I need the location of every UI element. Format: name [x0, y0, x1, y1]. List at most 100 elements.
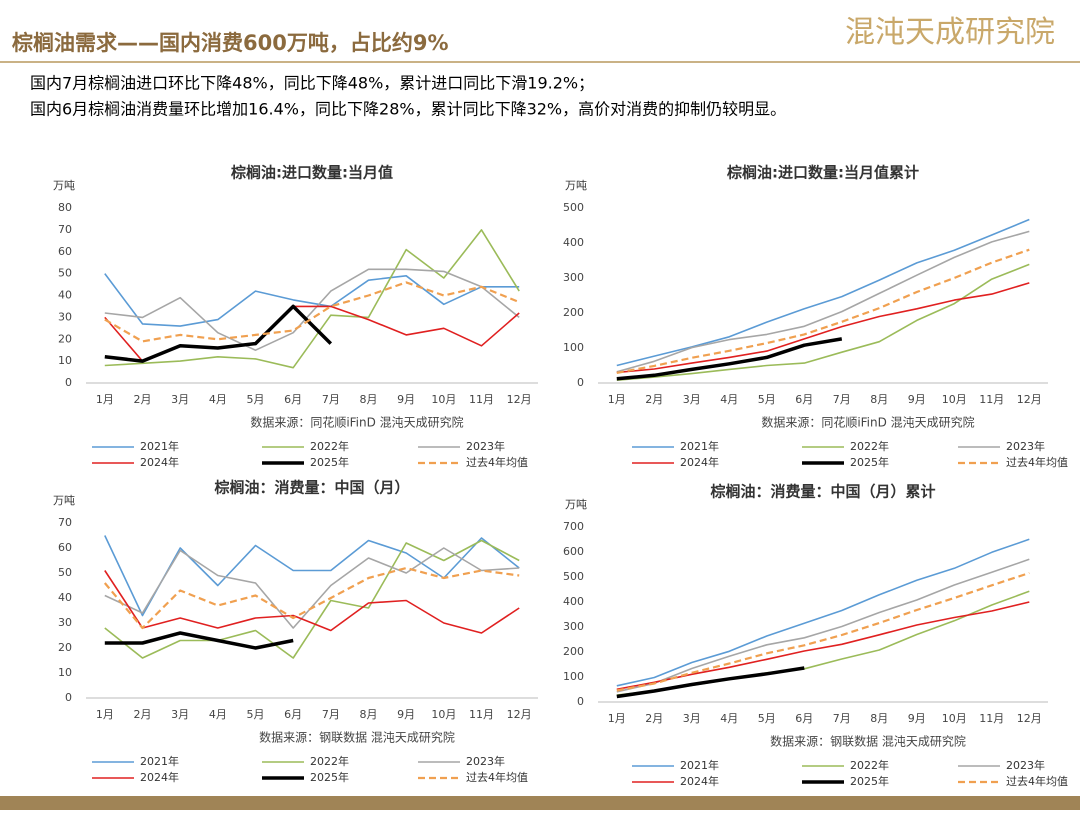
chart-title: 棕榈油:进口数量:当月值 — [231, 164, 393, 182]
legend-label: 2025年 — [310, 770, 349, 784]
bullet: 国内6月棕榈油消费量环比增加16.4%，同比下降28%，累计同比下降32%，高价… — [30, 100, 786, 119]
y-tick-label: 500 — [563, 570, 584, 583]
legend-label: 2021年 — [680, 758, 719, 772]
x-tick-label: 6月 — [795, 712, 813, 725]
x-tick-label: 4月 — [209, 393, 227, 406]
x-tick-label: 12月 — [507, 393, 532, 406]
x-tick-label: 8月 — [870, 712, 888, 725]
y-tick-label: 60 — [58, 245, 72, 258]
legend-label: 2024年 — [140, 770, 179, 784]
series-line — [616, 263, 1030, 381]
x-tick-label: 1月 — [96, 393, 114, 406]
y-tick-label: 20 — [58, 332, 72, 345]
x-tick-label: 7月 — [833, 712, 851, 725]
x-tick-label: 3月 — [683, 712, 701, 725]
x-tick-label: 9月 — [908, 393, 926, 406]
legend-label: 过去4年均值 — [466, 770, 528, 784]
y-tick-label: 0 — [65, 376, 72, 389]
y-axis-label: 万吨 — [53, 494, 75, 507]
x-tick-label: 8月 — [360, 393, 378, 406]
bullet: 国内7月棕榈油进口环比下降48%，同比下降48%，累计进口同比下滑19.2%； — [30, 74, 594, 93]
x-tick-label: 4月 — [209, 708, 227, 721]
x-tick-label: 1月 — [96, 708, 114, 721]
legend-label: 2022年 — [310, 754, 349, 768]
y-tick-label: 50 — [58, 566, 72, 579]
x-tick-label: 5月 — [758, 393, 776, 406]
series-line — [616, 601, 1030, 691]
chart-title: 棕榈油：消费量：中国（月） — [214, 479, 409, 497]
y-tick-label: 400 — [563, 236, 584, 249]
y-tick-label: 200 — [563, 306, 584, 319]
y-tick-label: 20 — [58, 641, 72, 654]
legend-label: 2025年 — [310, 455, 349, 469]
y-tick-label: 30 — [58, 616, 72, 629]
x-tick-label: 10月 — [431, 393, 456, 406]
y-tick-label: 300 — [563, 271, 584, 284]
x-tick-label: 11月 — [469, 708, 494, 721]
source-note: 数据来源：钢联数据 混沌天成研究院 — [770, 734, 966, 749]
legend-label: 过去4年均值 — [1006, 455, 1068, 469]
x-tick-label: 7月 — [833, 393, 851, 406]
series-line — [104, 304, 333, 363]
chart-title: 棕榈油:进口数量:当月值累计 — [727, 164, 919, 182]
logo: 混沌天成研究院 — [845, 15, 1055, 50]
y-tick-label: 100 — [563, 670, 584, 683]
series-line — [104, 570, 520, 634]
series-line — [104, 229, 520, 369]
x-tick-label: 12月 — [1017, 712, 1042, 725]
y-tick-label: 40 — [58, 289, 72, 302]
y-axis-label: 万吨 — [565, 179, 587, 192]
x-tick-label: 6月 — [795, 393, 813, 406]
series-line — [616, 571, 1030, 692]
chart-title: 棕榈油：消费量：中国（月）累计 — [710, 483, 935, 501]
series-line — [616, 218, 1030, 367]
series-line — [616, 337, 843, 381]
legend-label: 过去4年均值 — [466, 455, 528, 469]
legend-label: 2022年 — [850, 758, 889, 772]
y-tick-label: 70 — [58, 223, 72, 236]
x-tick-label: 1月 — [608, 393, 626, 406]
x-tick-label: 5月 — [247, 708, 265, 721]
series-line — [104, 273, 520, 327]
x-tick-label: 10月 — [942, 712, 967, 725]
legend-label: 2023年 — [1006, 758, 1045, 772]
legend-label: 2025年 — [850, 455, 889, 469]
footer-bar — [0, 796, 1080, 810]
x-tick-label: 6月 — [284, 393, 302, 406]
x-tick-label: 5月 — [247, 393, 265, 406]
y-tick-label: 60 — [58, 541, 72, 554]
series-line — [616, 538, 1030, 687]
legend-label: 2021年 — [680, 439, 719, 453]
y-tick-label: 600 — [563, 545, 584, 558]
x-tick-label: 11月 — [979, 393, 1004, 406]
source-note: 数据来源：同花顺iFinD 混沌天成研究院 — [761, 415, 974, 430]
series-line — [616, 558, 1030, 693]
x-tick-label: 7月 — [322, 393, 340, 406]
x-tick-label: 3月 — [171, 393, 189, 406]
source-note: 数据来源：钢联数据 混沌天成研究院 — [259, 730, 455, 745]
series-line — [104, 535, 520, 617]
x-tick-label: 2月 — [645, 393, 663, 406]
series-line — [103, 566, 520, 630]
series-line — [616, 282, 1030, 374]
y-axis-label: 万吨 — [565, 498, 587, 511]
x-tick-label: 12月 — [507, 708, 532, 721]
y-tick-label: 500 — [563, 201, 584, 214]
x-tick-label: 12月 — [1017, 393, 1042, 406]
x-tick-label: 8月 — [360, 708, 378, 721]
x-tick-label: 3月 — [683, 393, 701, 406]
x-tick-label: 4月 — [720, 712, 738, 725]
y-tick-label: 0 — [577, 376, 584, 389]
source-note: 数据来源：同花顺iFinD 混沌天成研究院 — [250, 415, 463, 430]
series-line — [616, 666, 805, 699]
x-tick-label: 9月 — [908, 712, 926, 725]
x-tick-label: 4月 — [720, 393, 738, 406]
y-tick-label: 10 — [58, 666, 72, 679]
y-axis-label: 万吨 — [53, 179, 75, 192]
legend-label: 2021年 — [140, 754, 179, 768]
series-line — [616, 590, 1030, 696]
x-tick-label: 3月 — [171, 708, 189, 721]
x-tick-label: 6月 — [284, 708, 302, 721]
legend-label: 2023年 — [466, 439, 505, 453]
